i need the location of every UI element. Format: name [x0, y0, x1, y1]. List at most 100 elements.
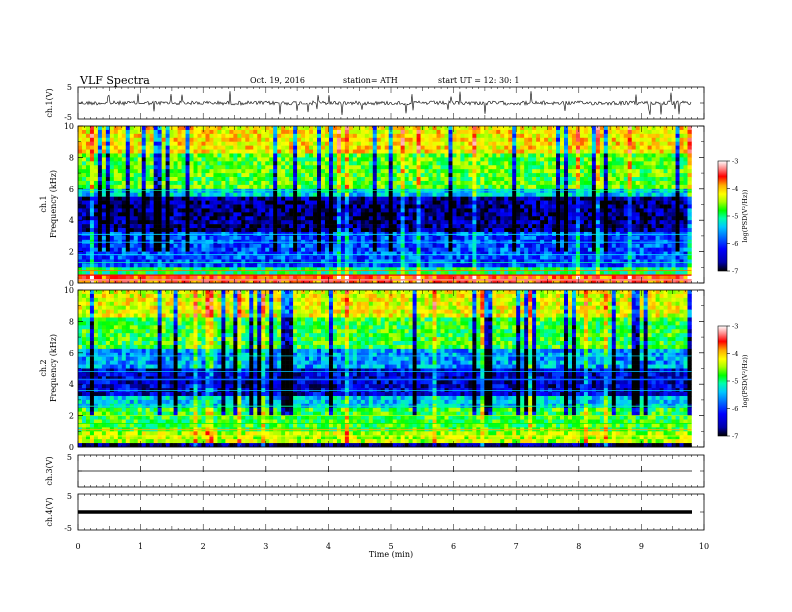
spectrogram-cell	[484, 204, 489, 209]
spectrogram-cell	[181, 267, 186, 272]
spectrogram-cell	[309, 141, 314, 146]
spectrogram-cell	[229, 153, 234, 158]
spectrogram-cell	[101, 141, 107, 146]
spectrogram-cell	[336, 204, 342, 209]
spectrogram-cell	[237, 208, 242, 213]
spectrogram-cell	[177, 196, 182, 201]
spectrogram-cell	[237, 263, 242, 268]
spectrogram-cell	[348, 255, 354, 260]
spectrogram-cell	[205, 188, 210, 194]
spectrogram-cell	[177, 192, 182, 197]
spectrogram-cell	[225, 129, 230, 135]
spectrogram-cell	[567, 275, 573, 280]
spectrogram-cell	[508, 235, 513, 241]
spectrogram-cell	[332, 184, 338, 190]
spectrogram-cell	[133, 137, 139, 142]
spectrogram-cell	[460, 180, 465, 186]
spectrogram-cell	[193, 200, 198, 205]
spectrogram-cell	[249, 180, 254, 186]
spectrogram-cell	[161, 251, 166, 256]
spectrogram-cell	[225, 224, 230, 229]
spectrogram-cell	[336, 228, 342, 233]
spectrogram-cell	[460, 129, 465, 135]
spectrogram-cell	[273, 235, 278, 241]
spectrogram-cell	[571, 208, 577, 213]
spectrogram-cell	[161, 220, 166, 225]
spectrogram-cell	[257, 141, 262, 146]
spectrogram-cell	[129, 153, 135, 158]
spectrogram-cell	[328, 133, 334, 139]
spectrogram-cell	[125, 271, 131, 276]
spectrogram-cell	[145, 153, 150, 158]
spectrogram-cell	[209, 208, 214, 213]
spectrogram-cell	[388, 137, 393, 142]
spectrogram-cell	[336, 247, 342, 252]
spectrogram-cell	[145, 235, 150, 241]
spectrogram-cell	[121, 196, 127, 201]
spectrogram-cell	[348, 243, 354, 248]
spectrogram-cell	[456, 161, 461, 166]
spectrogram-cell	[153, 188, 158, 194]
spectrogram-cell	[496, 184, 501, 190]
spectrogram-cell	[197, 263, 202, 268]
spectrogram-cell	[177, 126, 182, 131]
spectrogram-cell	[412, 177, 417, 182]
spectrogram-cell	[185, 204, 190, 209]
spectrogram-cell	[85, 137, 91, 142]
spectrogram-cell	[289, 126, 294, 131]
spectrogram-cell	[201, 267, 206, 272]
spectrogram-cell	[328, 204, 334, 209]
spectrogram-cell	[309, 204, 314, 209]
spectrogram-cell	[141, 247, 147, 252]
spectrogram-cell	[512, 224, 517, 229]
spectrogram-cell	[444, 271, 449, 276]
spectrogram-cell	[560, 157, 565, 162]
spectrogram-cell	[352, 251, 358, 256]
spectrogram-cell	[540, 200, 545, 205]
spectrogram-cell	[225, 169, 230, 174]
spectrogram-cell	[78, 235, 83, 241]
spectrogram-cell	[352, 145, 358, 150]
spectrogram-cell	[436, 137, 441, 142]
spectrogram-cell	[213, 177, 218, 182]
spectrogram-cell	[571, 157, 577, 162]
spectrogram-cell	[121, 216, 127, 221]
spectrogram-cell	[293, 141, 298, 146]
spectrogram-cell	[480, 212, 485, 217]
spectrogram-cell	[289, 129, 294, 135]
spectrogram-cell	[336, 192, 342, 197]
spectrogram-cell	[241, 216, 246, 221]
spectrogram-cell	[261, 133, 266, 139]
spectrogram-cell	[384, 275, 390, 280]
spectrogram-cell	[145, 263, 150, 268]
spectrogram-cell	[384, 271, 390, 276]
spectrogram-cell	[520, 177, 525, 182]
spectrogram-cell	[456, 251, 461, 256]
spectrogram-cell	[113, 224, 119, 229]
spectrogram-cell	[436, 129, 441, 135]
spectrogram-cell	[173, 204, 178, 209]
spectrogram-cell	[512, 153, 517, 158]
spectrogram-cell	[177, 271, 182, 276]
spectrogram-cell	[169, 228, 174, 233]
spectrogram-cell	[436, 208, 441, 213]
spectrogram-cell	[125, 173, 131, 178]
spectrogram-cell	[432, 141, 437, 146]
spectrogram-cell	[185, 279, 190, 284]
spectrogram-cell	[241, 247, 246, 252]
spectrogram-cell	[560, 184, 565, 190]
spectrogram-cell	[209, 153, 214, 158]
spectrogram-cell	[317, 180, 322, 186]
spectrogram-cell	[141, 204, 147, 209]
spectrogram-cell	[281, 184, 286, 190]
spectrogram-cell	[444, 216, 449, 221]
spectrogram-cell	[564, 137, 569, 142]
spectrogram-cell	[273, 228, 278, 233]
spectrogram-cell	[277, 188, 282, 194]
spectrogram-cell	[392, 275, 397, 280]
spectrogram-cell	[528, 224, 533, 229]
spectrogram-cell	[113, 247, 119, 252]
spectrogram-cell	[556, 228, 561, 233]
spectrogram-cell	[305, 243, 310, 248]
spectrogram-cell	[472, 243, 477, 248]
